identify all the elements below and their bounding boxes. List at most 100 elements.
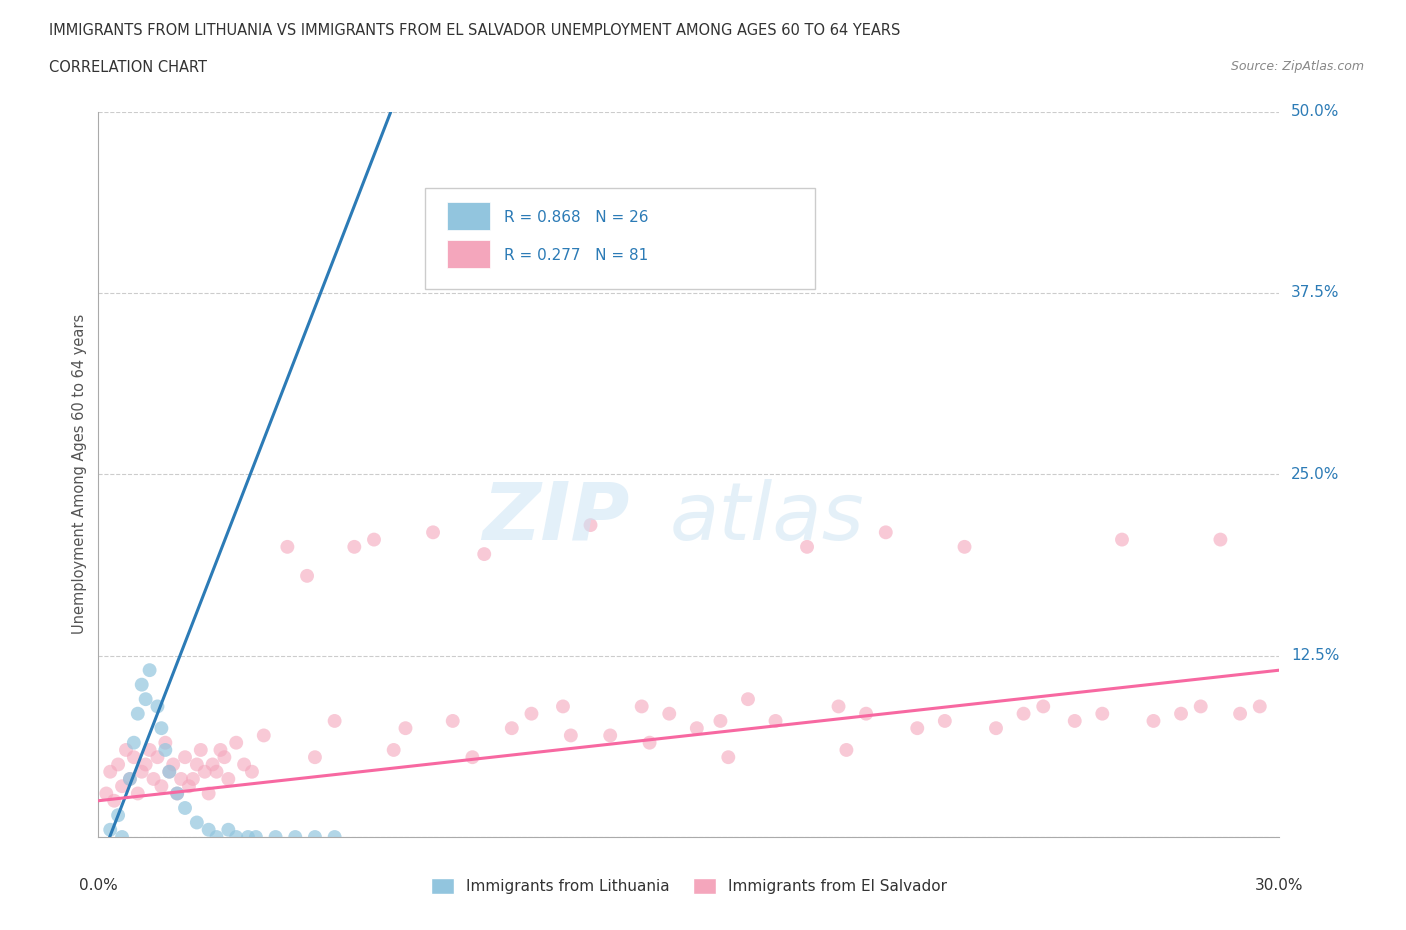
Point bbox=[170, 772, 193, 787]
Point bbox=[201, 757, 224, 772]
Point bbox=[177, 778, 200, 793]
Point bbox=[131, 764, 153, 779]
Point bbox=[984, 721, 1007, 736]
Point bbox=[135, 692, 157, 707]
Point bbox=[98, 764, 121, 779]
Point bbox=[166, 786, 188, 801]
Point bbox=[194, 764, 217, 779]
Point bbox=[150, 721, 173, 736]
Point bbox=[111, 830, 134, 844]
Point bbox=[174, 750, 197, 764]
Point bbox=[520, 706, 543, 721]
Point bbox=[1142, 713, 1164, 728]
Text: IMMIGRANTS FROM LITHUANIA VS IMMIGRANTS FROM EL SALVADOR UNEMPLOYMENT AMONG AGES: IMMIGRANTS FROM LITHUANIA VS IMMIGRANTS … bbox=[49, 23, 901, 38]
Point bbox=[1091, 706, 1114, 721]
Point bbox=[253, 728, 276, 743]
Point bbox=[472, 547, 495, 562]
Point bbox=[658, 706, 681, 721]
Point bbox=[343, 539, 366, 554]
Point bbox=[127, 786, 149, 801]
Point bbox=[382, 742, 405, 757]
Point bbox=[225, 736, 247, 751]
Point bbox=[394, 721, 416, 736]
Point bbox=[197, 786, 219, 801]
Text: 12.5%: 12.5% bbox=[1291, 648, 1340, 663]
Legend: Immigrants from Lithuania, Immigrants from El Salvador: Immigrants from Lithuania, Immigrants fr… bbox=[423, 870, 955, 902]
Point bbox=[630, 699, 652, 714]
Point bbox=[225, 830, 247, 844]
Point bbox=[155, 742, 177, 757]
Point bbox=[441, 713, 464, 728]
Text: R = 0.277   N = 81: R = 0.277 N = 81 bbox=[503, 247, 648, 263]
Point bbox=[111, 778, 134, 793]
Point bbox=[186, 815, 208, 830]
Text: 25.0%: 25.0% bbox=[1291, 467, 1340, 482]
Point bbox=[166, 786, 188, 801]
Point bbox=[1170, 706, 1192, 721]
Point bbox=[284, 830, 307, 844]
Text: Source: ZipAtlas.com: Source: ZipAtlas.com bbox=[1230, 60, 1364, 73]
Point bbox=[1189, 699, 1212, 714]
Point bbox=[295, 568, 318, 583]
Point bbox=[155, 736, 177, 751]
Point bbox=[276, 539, 298, 554]
Point bbox=[157, 764, 180, 779]
Text: 30.0%: 30.0% bbox=[1256, 878, 1303, 893]
Point bbox=[1032, 699, 1054, 714]
Point bbox=[835, 742, 858, 757]
Point bbox=[233, 757, 256, 772]
Point bbox=[197, 822, 219, 837]
Point bbox=[214, 750, 236, 764]
Text: 37.5%: 37.5% bbox=[1291, 286, 1340, 300]
Point bbox=[131, 677, 153, 692]
Point bbox=[245, 830, 267, 844]
Text: ZIP: ZIP bbox=[482, 479, 630, 557]
Point bbox=[579, 518, 602, 533]
Point bbox=[953, 539, 976, 554]
Point bbox=[107, 808, 129, 823]
Point bbox=[157, 764, 180, 779]
Point bbox=[174, 801, 197, 816]
Point bbox=[1063, 713, 1085, 728]
Point bbox=[737, 692, 759, 707]
Point bbox=[560, 728, 582, 743]
Point bbox=[217, 822, 239, 837]
Point bbox=[122, 736, 145, 751]
Point bbox=[146, 750, 169, 764]
Point bbox=[709, 713, 731, 728]
Point bbox=[98, 822, 121, 837]
Point bbox=[461, 750, 484, 764]
Point bbox=[127, 706, 149, 721]
Point bbox=[186, 757, 208, 772]
Point bbox=[118, 772, 141, 787]
Point bbox=[796, 539, 818, 554]
Point bbox=[190, 742, 212, 757]
Point bbox=[205, 830, 228, 844]
Point bbox=[217, 772, 239, 787]
Point bbox=[323, 713, 346, 728]
Point bbox=[827, 699, 849, 714]
Point bbox=[1111, 532, 1133, 547]
Point bbox=[107, 757, 129, 772]
Point bbox=[875, 525, 897, 539]
Point bbox=[181, 772, 204, 787]
Point bbox=[304, 750, 326, 764]
Point bbox=[934, 713, 956, 728]
Text: atlas: atlas bbox=[669, 479, 865, 557]
Point bbox=[146, 699, 169, 714]
FancyBboxPatch shape bbox=[425, 189, 815, 288]
Point bbox=[115, 742, 138, 757]
Point bbox=[142, 772, 165, 787]
Point bbox=[1249, 699, 1271, 714]
Point bbox=[150, 778, 173, 793]
FancyBboxPatch shape bbox=[447, 203, 491, 230]
Point bbox=[1012, 706, 1035, 721]
Point bbox=[240, 764, 263, 779]
Y-axis label: Unemployment Among Ages 60 to 64 years: Unemployment Among Ages 60 to 64 years bbox=[72, 314, 87, 634]
Point bbox=[599, 728, 621, 743]
Point bbox=[323, 830, 346, 844]
Point bbox=[205, 764, 228, 779]
Text: CORRELATION CHART: CORRELATION CHART bbox=[49, 60, 207, 75]
Point bbox=[209, 742, 232, 757]
Point bbox=[855, 706, 877, 721]
